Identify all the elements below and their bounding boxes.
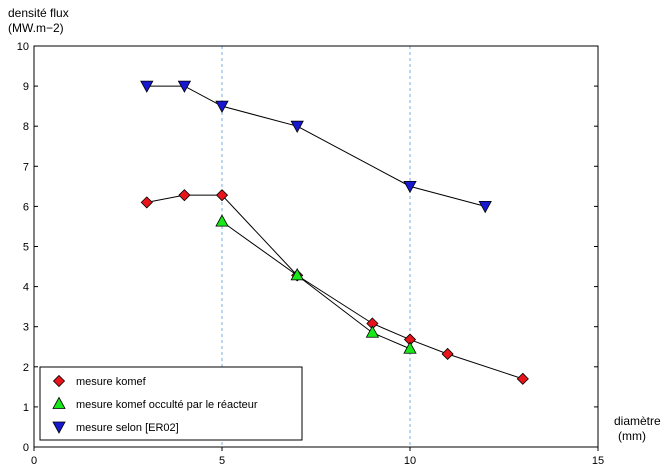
- point-series2-2: [365, 325, 380, 338]
- point-series3-0: [140, 80, 154, 93]
- y-tick-label-6: 6: [23, 201, 29, 213]
- y-tick-label-9: 9: [23, 81, 29, 93]
- point-series2-1: [290, 268, 304, 281]
- point-series2-3: [403, 341, 417, 354]
- series-markers: [140, 80, 529, 385]
- point-series3-1: [177, 80, 192, 93]
- y-tick-label-10: 10: [17, 41, 29, 53]
- y-tick-label-0: 0: [23, 442, 29, 454]
- legend-marker-2: [52, 396, 66, 409]
- point-series2-0: [215, 214, 229, 227]
- point-series3-3: [290, 120, 304, 134]
- y-tick-label-2: 2: [23, 362, 29, 374]
- point-series1-6: [441, 347, 454, 361]
- legend-marker-3: [52, 421, 66, 434]
- point-series1-2: [215, 189, 229, 202]
- x-axis-label-line1: diamètre: [614, 414, 661, 428]
- legend-label-3: mesure selon [ER02]: [76, 422, 179, 434]
- x-tick-label-5: 5: [219, 455, 225, 467]
- point-series3-2: [215, 100, 229, 113]
- x-tick-label-15: 15: [592, 455, 604, 467]
- point-series1-1: [178, 189, 191, 202]
- y-tick-label-7: 7: [23, 161, 29, 173]
- y-tick-label-8: 8: [23, 121, 29, 133]
- x-axis-label-line2: (mm): [618, 429, 646, 443]
- y-axis-label-line1: densité flux: [8, 6, 69, 20]
- point-series3-4: [403, 180, 417, 194]
- series-line-2: [221, 221, 411, 350]
- x-tick-label-0: 0: [31, 455, 37, 467]
- legend-label-2: mesure komef occulté par le réacteur: [76, 399, 258, 411]
- point-series1-0: [140, 196, 153, 209]
- y-tick-label-4: 4: [23, 282, 29, 294]
- point-series1-7: [516, 372, 529, 385]
- axes: 0 1 2 3 4 5 6 7 8 9 10 0 5 10 15: [17, 41, 604, 467]
- y-tick-label-1: 1: [23, 402, 29, 414]
- y-axis-label-line2: (MW.m−2): [8, 21, 64, 35]
- y-tick-label-5: 5: [23, 242, 29, 254]
- legend: mesure komef mesure komef occulté par le …: [39, 366, 303, 441]
- x-tick-label-10: 10: [404, 455, 416, 467]
- y-tick-label-3: 3: [23, 322, 29, 334]
- legend-marker-1: [52, 374, 66, 388]
- series-lines: [146, 85, 523, 380]
- legend-box: [39, 366, 303, 441]
- legend-label-1: mesure komef: [76, 376, 147, 388]
- point-series3-5: [478, 201, 492, 214]
- series-line-1: [146, 194, 523, 380]
- series-line-3: [146, 85, 486, 207]
